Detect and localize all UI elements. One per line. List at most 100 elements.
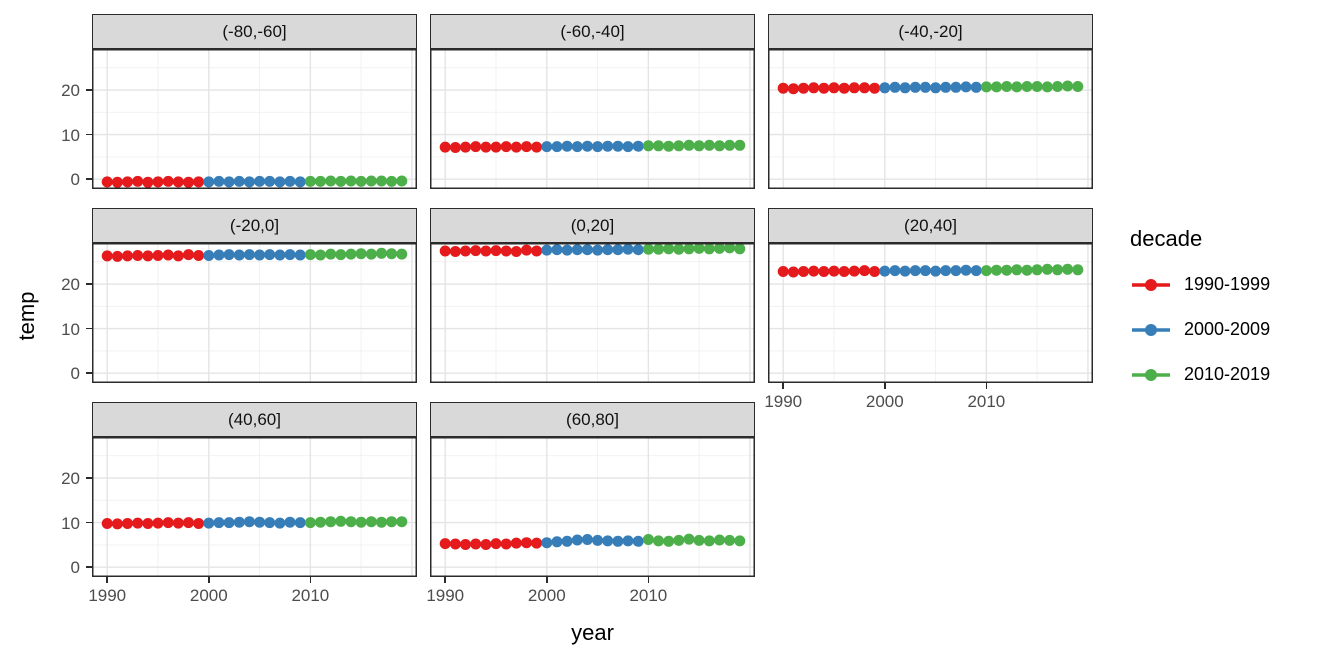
data-point: [642, 140, 654, 152]
data-point: [663, 535, 675, 547]
data-point: [439, 245, 451, 257]
legend-item: 2000-2009: [1130, 319, 1340, 340]
data-point: [274, 176, 286, 188]
grid-lines: [768, 49, 1093, 189]
data-point: [602, 140, 614, 152]
legend-label: 1990-1999: [1184, 274, 1271, 294]
data-point: [172, 517, 184, 529]
data-points: [101, 247, 408, 262]
data-point: [663, 140, 675, 152]
data-point: [439, 141, 451, 153]
data-point: [551, 536, 563, 548]
data-point: [693, 242, 705, 254]
line-dot-key-icon: [1132, 368, 1170, 381]
data-point: [500, 538, 512, 550]
data-point: [531, 537, 543, 549]
facet-strip: (-60,-40]: [430, 14, 755, 49]
facet-panel: [430, 242, 755, 383]
data-point: [193, 518, 205, 529]
data-point: [325, 516, 337, 528]
data-point: [335, 175, 347, 187]
x-tick-mark: [985, 383, 988, 389]
x-tick-label: 2000: [189, 586, 228, 605]
legend-label: 2000-2009: [1184, 319, 1271, 339]
data-point: [1021, 264, 1033, 276]
data-point: [889, 265, 901, 277]
data-point: [335, 515, 347, 527]
data-point: [264, 249, 276, 261]
grid-lines: [92, 49, 417, 189]
data-point: [294, 249, 306, 261]
facet-strip-label: (-60,-40]: [560, 21, 625, 41]
data-point: [919, 265, 931, 277]
y-tick-mark: [86, 327, 92, 330]
x-tick-label: 2000: [865, 392, 904, 411]
data-point: [1062, 80, 1074, 92]
legend-item: 1990-1999: [1130, 274, 1340, 295]
data-point: [521, 141, 532, 153]
data-point: [111, 250, 123, 262]
data-point: [521, 537, 532, 549]
facet-plot-area: [430, 49, 755, 189]
facet-plot-area: [92, 243, 417, 383]
data-point: [777, 266, 789, 277]
data-point: [632, 244, 644, 256]
data-point: [304, 175, 316, 187]
data-point: [612, 535, 624, 547]
data-point: [683, 243, 695, 255]
facet-plot-area: [768, 49, 1093, 189]
legend-label: 2010-2019: [1184, 364, 1271, 384]
data-point: [294, 517, 306, 529]
data-point: [693, 140, 705, 152]
data-point: [470, 245, 482, 257]
x-tick-mark: [782, 383, 784, 389]
data-point: [365, 175, 377, 187]
data-point: [581, 534, 593, 545]
data-point: [602, 244, 614, 256]
data-point: [714, 534, 725, 546]
data-point: [243, 516, 255, 528]
data-point: [798, 82, 809, 94]
data-point: [345, 516, 357, 528]
data-point: [264, 517, 276, 529]
x-tick-label: 2000: [527, 586, 566, 605]
data-point: [132, 517, 144, 529]
data-point: [480, 245, 492, 257]
data-point: [386, 175, 398, 187]
data-point: [612, 140, 624, 152]
facet-plot-area: [92, 49, 417, 189]
data-point: [541, 141, 553, 153]
y-tick-label: 10: [61, 513, 80, 533]
data-point: [930, 265, 942, 277]
data-point: [899, 265, 911, 277]
data-point: [460, 141, 471, 153]
data-point: [714, 140, 725, 152]
y-tick-label: 10: [61, 125, 80, 145]
data-point: [531, 141, 543, 153]
facet-strip-label: (40,60]: [228, 409, 281, 429]
data-point: [203, 176, 215, 188]
data-point: [284, 516, 296, 528]
data-point: [551, 244, 563, 256]
data-point: [703, 243, 715, 255]
panel-border: [430, 437, 755, 577]
data-point: [734, 535, 746, 547]
data-point: [632, 140, 644, 152]
data-point: [734, 139, 746, 151]
data-point: [365, 248, 377, 260]
panel-background: [92, 243, 417, 383]
data-point: [439, 538, 451, 550]
data-point: [396, 516, 408, 528]
x-tick-label: 2010: [291, 586, 330, 605]
data-point: [642, 534, 654, 545]
data-point: [960, 264, 972, 276]
data-point: [632, 535, 644, 547]
y-tick-label: 20: [61, 469, 80, 489]
data-point: [838, 82, 850, 94]
grid-lines: [768, 243, 1093, 383]
data-point: [274, 249, 286, 261]
data-point: [642, 243, 654, 255]
facet-panel: [768, 49, 1093, 189]
data-point: [162, 249, 174, 261]
